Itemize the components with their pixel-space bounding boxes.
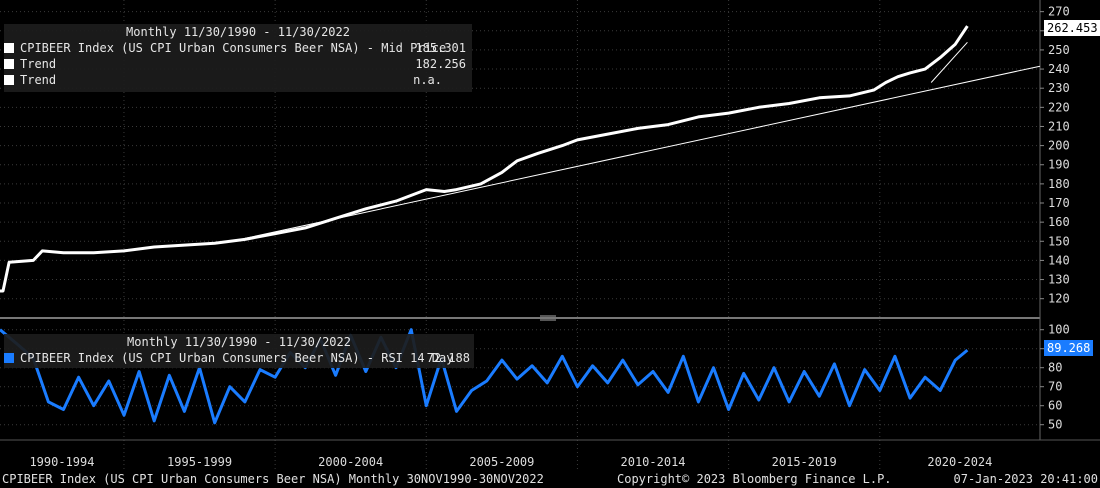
upper-legend-row: Trend 182.256 [4, 56, 472, 72]
legend-swatch [4, 75, 14, 85]
x-tick-label: 1990-1994 [29, 455, 94, 469]
legend-label: CPIBEER Index (US CPI Urban Consumers Be… [20, 41, 447, 55]
upper-y-tick-label: 190 [1048, 158, 1070, 172]
upper-y-tick-label: 160 [1048, 215, 1070, 229]
x-axis: 1990-1994 1995-1999 2000-2004 2005-2009 2010… [29, 455, 992, 469]
lower-y-tick-label: 70 [1048, 380, 1062, 394]
x-tick-label: 2015-2019 [772, 455, 837, 469]
footer-bar: CPIBEER Index (US CPI Urban Consumers Be… [0, 471, 1100, 488]
lower-y-tick-label: 100 [1048, 323, 1070, 337]
legend-value: 72.188 [426, 351, 470, 365]
lower-legend-header: Monthly 11/30/1990 - 11/30/2022 [127, 335, 351, 349]
rsi-panel [0, 328, 969, 425]
x-tick-label: 2010-2014 [621, 455, 686, 469]
trend-line [930, 41, 968, 83]
upper-y-tick-label: 250 [1048, 43, 1070, 57]
upper-y-tick-label: 150 [1048, 234, 1070, 248]
x-tick-label: 2000-2004 [318, 455, 383, 469]
lower-legend-row: CPIBEER Index (US CPI Urban Consumers Be… [4, 350, 474, 366]
upper-gridlines [0, 11, 1040, 300]
upper-legend: Monthly 11/30/1990 - 11/30/2022 CPIBEER … [4, 24, 472, 92]
upper-y-tick-label: 240 [1048, 62, 1070, 76]
upper-y-tick-label: 180 [1048, 177, 1070, 191]
footer-timestamp: 07-Jan-2023 20:41:00 [953, 472, 1099, 486]
upper-y-tick-label: 140 [1048, 253, 1070, 267]
legend-value: 185.301 [415, 41, 466, 55]
upper-legend-row: CPIBEER Index (US CPI Urban Consumers Be… [4, 40, 472, 56]
price-panel [0, 25, 1041, 293]
upper-y-tick-label: 210 [1048, 119, 1070, 133]
upper-y-tick-label: 200 [1048, 139, 1070, 153]
upper-y-tick-label: 220 [1048, 100, 1070, 114]
x-tick-label: 1995-1999 [167, 455, 232, 469]
last-rsi-tag: 89.268 [1044, 340, 1094, 356]
lower-y-tick-label: 60 [1048, 399, 1062, 413]
upper-legend-header: Monthly 11/30/1990 - 11/30/2022 [126, 25, 350, 39]
upper-y-tick-label: 130 [1048, 273, 1070, 287]
upper-y-tick-label: 230 [1048, 81, 1070, 95]
x-tick-label: 2005-2009 [469, 455, 534, 469]
last-price-tag: 262.453 [1044, 20, 1100, 36]
upper-y-axis: 120 130 140 150 160 170 180 190 200 210 220 230 240 2… [1040, 5, 1070, 306]
legend-label: Trend [20, 57, 57, 71]
upper-legend-row: Trend n.a. [4, 72, 472, 88]
footer-copyright: Copyright© 2023 Bloomberg Finance L.P. [617, 472, 892, 486]
legend-label: Trend [20, 73, 57, 87]
legend-value: n.a. [413, 73, 442, 87]
lower-y-tick-label: 50 [1048, 418, 1062, 432]
legend-swatch [4, 43, 14, 53]
legend-swatch [4, 353, 14, 363]
price-series-line [0, 25, 969, 293]
upper-y-tick-label: 120 [1048, 292, 1070, 306]
footer-security-info: CPIBEER Index (US CPI Urban Consumers Be… [2, 472, 544, 486]
x-tick-label: 2020-2024 [927, 455, 992, 469]
upper-y-tick-label: 170 [1048, 196, 1070, 210]
legend-value: 182.256 [415, 57, 466, 71]
lower-legend: Monthly 11/30/1990 - 11/30/2022 CPIBEER … [4, 334, 474, 368]
rsi-series-line [0, 328, 969, 425]
lower-y-tick-label: 80 [1048, 361, 1062, 375]
trend-line [244, 65, 1041, 239]
upper-y-tick-label: 270 [1048, 5, 1070, 19]
legend-swatch [4, 59, 14, 69]
legend-label: CPIBEER Index (US CPI Urban Consumers Be… [20, 351, 454, 365]
lower-gridlines [0, 329, 1040, 426]
